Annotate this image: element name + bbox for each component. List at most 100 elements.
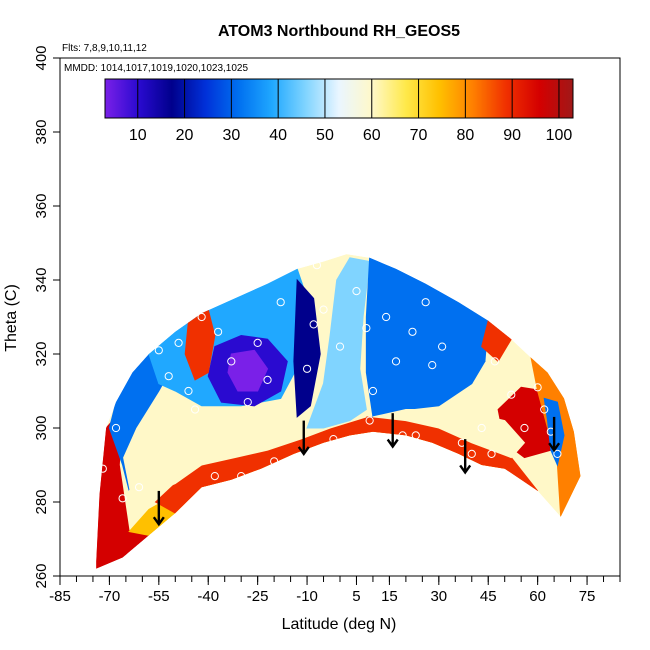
colorbar-tick-label: 50 bbox=[316, 127, 334, 144]
x-tick-label: 15 bbox=[381, 588, 398, 605]
observation-point bbox=[507, 390, 516, 399]
colorbar-tick-label: 100 bbox=[546, 127, 573, 144]
heatmap-region-southern-humid-edge bbox=[96, 408, 151, 569]
observation-point bbox=[526, 342, 536, 351]
observation-point bbox=[477, 423, 486, 433]
observation-point bbox=[365, 416, 374, 425]
observation-point bbox=[214, 327, 223, 336]
observation-point bbox=[467, 449, 476, 458]
observation-point bbox=[118, 494, 127, 503]
observation-point bbox=[243, 398, 252, 407]
x-tick-label: -70 bbox=[99, 588, 121, 605]
observation-point bbox=[184, 386, 193, 396]
observation-point bbox=[398, 431, 407, 440]
y-tick-label: 340 bbox=[33, 267, 50, 292]
observation-point bbox=[428, 361, 437, 370]
observation-point bbox=[553, 449, 562, 458]
x-tick-label: -40 bbox=[197, 588, 219, 605]
observation-point bbox=[276, 298, 285, 307]
observation-point bbox=[270, 457, 279, 466]
colorbar-tick-label: 90 bbox=[503, 127, 521, 144]
descent-arrow bbox=[386, 413, 399, 449]
colorbar-tick-label: 20 bbox=[176, 127, 194, 144]
flights-note: Flts: 7,8,9,10,11,12 bbox=[62, 43, 147, 54]
observation-point bbox=[111, 423, 121, 433]
y-tick-label: 380 bbox=[33, 119, 50, 144]
observation-point bbox=[533, 383, 542, 392]
plot-area bbox=[96, 254, 581, 569]
observation-point bbox=[540, 405, 549, 414]
observation-point bbox=[391, 357, 401, 366]
axes: -85 -70 -55 -40 -25 -10 5 15 30 45 60 75 260 280 300 32… bbox=[33, 45, 621, 605]
x-tick-label: -10 bbox=[296, 588, 318, 605]
colorbar: 10 20 30 40 50 60 70 80 90 100 bbox=[104, 78, 574, 144]
observation-point bbox=[174, 338, 183, 347]
observation-point bbox=[105, 401, 114, 410]
x-tick-label: -55 bbox=[148, 588, 170, 605]
colorbar-tick-label: 70 bbox=[410, 127, 428, 144]
colorbar-tick-label: 40 bbox=[269, 127, 287, 144]
x-tick-label: -85 bbox=[49, 588, 71, 605]
y-tick-label: 400 bbox=[33, 45, 50, 70]
colorbar-tick-label: 30 bbox=[222, 127, 240, 144]
x-tick-label: 60 bbox=[529, 588, 546, 605]
descent-arrow bbox=[548, 416, 561, 453]
observation-point bbox=[329, 435, 338, 444]
heatmap-region-central-dark bbox=[293, 278, 321, 418]
heatmap-region-northern-mid-blue bbox=[365, 257, 489, 418]
x-axis-label: Latitude (deg N) bbox=[282, 616, 397, 633]
observation-point bbox=[368, 386, 378, 396]
observation-point bbox=[253, 338, 262, 347]
heatmap-region-north-pale-band bbox=[372, 409, 526, 459]
observation-point bbox=[382, 312, 391, 322]
observation-point bbox=[520, 423, 529, 433]
colorbar-gradient bbox=[105, 79, 573, 118]
observation-point bbox=[154, 346, 163, 355]
observation-point bbox=[312, 261, 322, 270]
descent-arrow bbox=[152, 490, 165, 527]
heatmap-field bbox=[96, 254, 581, 569]
colorbar-tick-label: 10 bbox=[129, 127, 147, 144]
y-tick-label: 360 bbox=[33, 193, 50, 218]
x-tick-label: 75 bbox=[579, 588, 596, 605]
heatmap-region-driest-core bbox=[227, 349, 269, 392]
x-tick-label: -25 bbox=[247, 588, 269, 605]
observation-point bbox=[227, 357, 236, 366]
colorbar-tick-label: 80 bbox=[456, 127, 474, 144]
observation-point bbox=[302, 364, 312, 373]
heatmap-region-southern-pale-band bbox=[128, 412, 367, 496]
observation-point bbox=[352, 287, 361, 296]
observation-point bbox=[490, 357, 499, 366]
y-tick-label: 320 bbox=[33, 341, 50, 366]
observation-point bbox=[362, 324, 371, 333]
chart-title: ATOM3 Northbound RH_GEOS5 bbox=[218, 23, 460, 40]
observation-point bbox=[309, 320, 318, 329]
observation-point bbox=[237, 472, 246, 481]
observation-point bbox=[210, 472, 219, 481]
observation-point bbox=[487, 449, 496, 458]
observation-point bbox=[134, 483, 144, 492]
y-tick-label: 300 bbox=[33, 415, 50, 440]
y-axis-label: Theta (C) bbox=[3, 284, 20, 352]
descent-arrow bbox=[459, 439, 472, 475]
observation-point bbox=[197, 312, 206, 322]
colorbar-frame bbox=[104, 78, 574, 119]
x-tick-label: 30 bbox=[430, 588, 447, 605]
observation-point bbox=[408, 327, 417, 336]
observation-point bbox=[98, 464, 107, 473]
dates-note: MMDD: 1014,1017,1019,1020,1023,1025 bbox=[64, 63, 248, 74]
descent-arrow bbox=[297, 420, 310, 456]
x-tick-label: 45 bbox=[480, 588, 497, 605]
y-tick-label: 260 bbox=[33, 563, 50, 588]
observation-point bbox=[319, 305, 328, 314]
observation-point bbox=[438, 342, 447, 351]
observation-point bbox=[411, 431, 420, 440]
observation-point bbox=[421, 298, 430, 307]
observation-point bbox=[263, 375, 272, 384]
observation-point bbox=[190, 405, 200, 414]
colorbar-tick-label: 60 bbox=[363, 127, 381, 144]
y-tick-label: 280 bbox=[33, 489, 50, 514]
observation-point bbox=[164, 372, 173, 381]
